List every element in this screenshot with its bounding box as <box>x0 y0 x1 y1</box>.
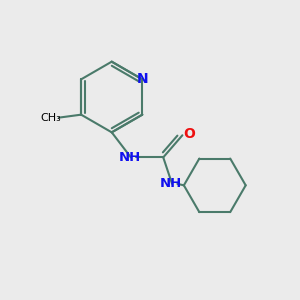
Text: NH: NH <box>118 152 140 164</box>
Text: O: O <box>183 127 195 141</box>
Text: N: N <box>136 72 148 86</box>
Text: NH: NH <box>160 177 182 190</box>
Text: CH₃: CH₃ <box>40 112 61 123</box>
